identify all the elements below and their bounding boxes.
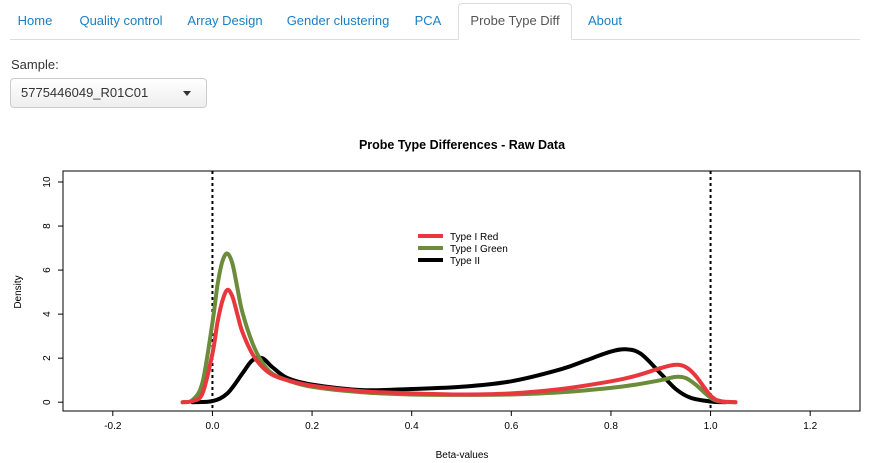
plot-box (62, 170, 861, 412)
x-tick-label: 0.8 (604, 421, 618, 432)
y-tick-label: 4 (42, 311, 53, 317)
x-tick-label: 0.6 (504, 421, 518, 432)
y-tick-label: 6 (42, 267, 53, 273)
y-tick-label: 8 (42, 223, 53, 229)
tab-pca[interactable]: PCA (414, 13, 442, 28)
x-tick-label: 0.2 (305, 421, 319, 432)
sample-select[interactable]: 5775446049_R01C01 (10, 78, 207, 108)
x-tick-label: -0.2 (104, 421, 122, 432)
x-tick-label: 1.2 (803, 421, 817, 432)
tab-quality-control[interactable]: Quality control (79, 13, 163, 28)
sample-select-value: 5775446049_R01C01 (21, 85, 149, 100)
y-tick-label: 10 (42, 176, 53, 188)
sample-label: Sample: (11, 57, 59, 72)
tab-probe-type-diff[interactable]: Probe Type Diff (458, 3, 572, 40)
series-line-type-i-red (180, 287, 738, 405)
x-tick-label: 0.0 (205, 421, 219, 432)
tab-array-design[interactable]: Array Design (187, 13, 263, 28)
series-line-type-i-green (180, 251, 738, 405)
chevron-down-icon (183, 91, 191, 96)
y-axis-label: Density (13, 275, 24, 308)
x-tick-label: 1.0 (704, 421, 718, 432)
nav-tabs: Home Quality control Array Design Gender… (10, 3, 860, 40)
legend-label-type-ii: Type II (450, 256, 480, 267)
chart-title: Probe Type Differences - Raw Data (359, 138, 566, 152)
legend-label-type-i-red: Type I Red (450, 232, 498, 243)
tab-home[interactable]: Home (17, 13, 53, 28)
y-tick-label: 0 (42, 399, 53, 405)
probe-type-density-chart: Probe Type Differences - Raw Data -0.2 0.… (13, 138, 861, 461)
tab-about[interactable]: About (588, 13, 622, 28)
legend-label-type-i-green: Type I Green (450, 244, 508, 255)
x-axis-label: Beta-values (436, 450, 489, 461)
x-tick-label: 0.4 (405, 421, 419, 432)
tab-gender-clustering[interactable]: Gender clustering (286, 13, 390, 28)
y-tick-label: 2 (42, 355, 53, 361)
